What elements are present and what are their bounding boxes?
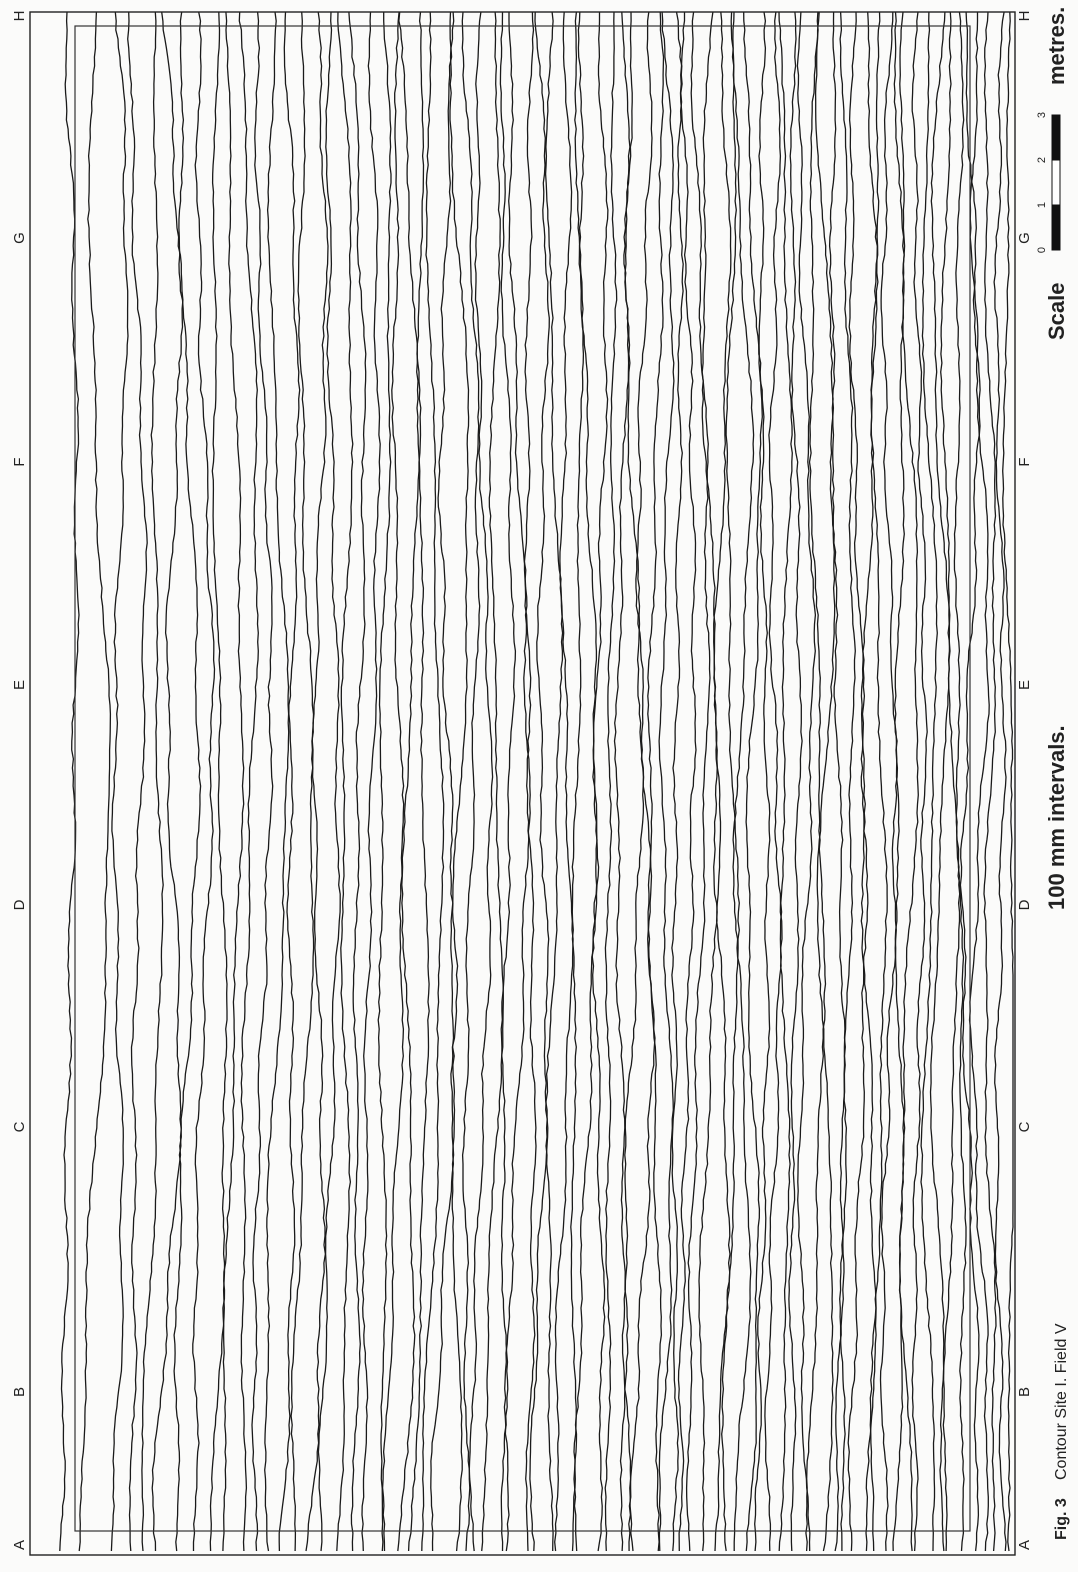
- scale-segment: [1052, 160, 1060, 205]
- scale-unit: metres.: [1044, 7, 1069, 85]
- grid-letter: E: [11, 680, 28, 690]
- grid-letter: D: [1016, 899, 1033, 910]
- grid-letter: C: [11, 1121, 28, 1132]
- scale-segment: [1052, 115, 1060, 160]
- interval-note: 100 mm intervals.: [1044, 725, 1069, 910]
- grid-letter: H: [11, 11, 28, 22]
- grid-letter: F: [1016, 457, 1033, 466]
- scale-tick-label: 1: [1036, 202, 1048, 208]
- grid-letter: B: [1016, 1387, 1033, 1397]
- figure-caption: Contour Site I. Field V: [1053, 1323, 1070, 1480]
- scale-label: Scale: [1044, 283, 1069, 341]
- grid-letter: E: [1016, 680, 1033, 690]
- grid-letter: A: [1016, 1540, 1033, 1550]
- grid-letter: A: [11, 1540, 28, 1550]
- grid-letter: G: [11, 232, 28, 244]
- contour-map: A B C D E F G H A B C D E F G H Fig. 3 Contour Site I. …: [0, 0, 1078, 1572]
- scale-segment: [1052, 205, 1060, 250]
- grid-letter: D: [11, 899, 28, 910]
- figure-number: Fig. 3: [1053, 1498, 1070, 1540]
- scale-tick-label: 0: [1036, 247, 1048, 253]
- scale-tick-label: 2: [1036, 157, 1048, 163]
- grid-letter: C: [1016, 1121, 1033, 1132]
- grid-letter: F: [11, 457, 28, 466]
- grid-letter: G: [1016, 232, 1033, 244]
- grid-letter: H: [1016, 11, 1033, 22]
- scale-tick-label: 3: [1036, 112, 1048, 118]
- grid-letter: B: [11, 1387, 28, 1397]
